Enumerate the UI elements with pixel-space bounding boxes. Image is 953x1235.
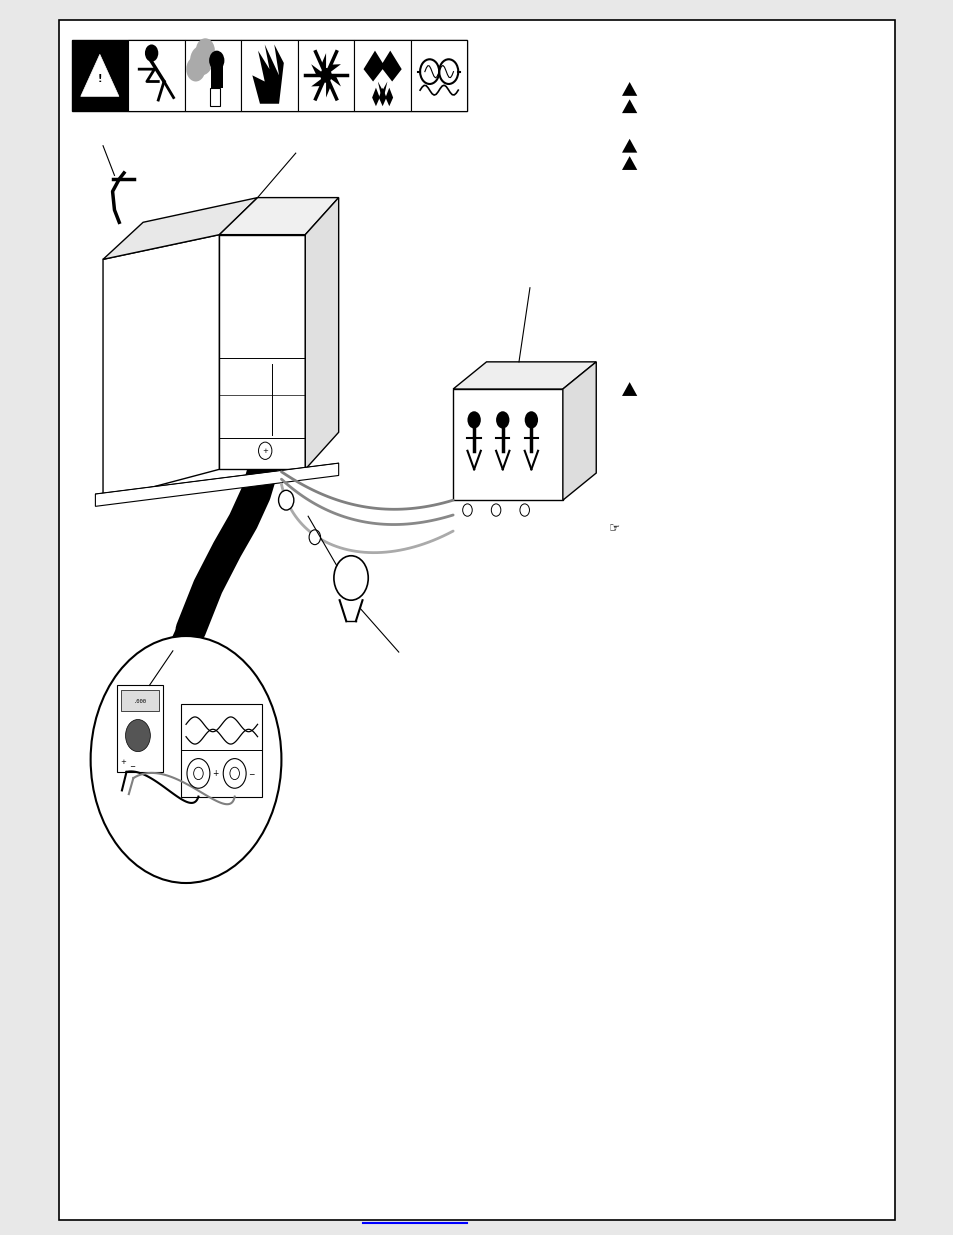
Circle shape: [230, 767, 239, 779]
Polygon shape: [95, 463, 338, 506]
Polygon shape: [103, 235, 219, 500]
Polygon shape: [621, 382, 637, 396]
Text: +: +: [262, 448, 268, 453]
Polygon shape: [252, 44, 283, 104]
Circle shape: [309, 530, 320, 545]
FancyBboxPatch shape: [211, 61, 223, 88]
Circle shape: [145, 44, 158, 62]
Polygon shape: [311, 64, 326, 75]
FancyBboxPatch shape: [297, 40, 354, 111]
Polygon shape: [621, 156, 637, 170]
Circle shape: [320, 68, 332, 83]
Polygon shape: [562, 362, 596, 500]
Polygon shape: [326, 64, 340, 75]
Circle shape: [193, 767, 203, 779]
Circle shape: [496, 411, 509, 429]
Polygon shape: [321, 53, 326, 75]
Text: .000: .000: [133, 699, 147, 704]
Text: ─: ─: [250, 769, 253, 778]
Polygon shape: [363, 51, 401, 82]
Polygon shape: [81, 54, 119, 96]
Polygon shape: [453, 389, 562, 500]
FancyBboxPatch shape: [128, 40, 185, 111]
Circle shape: [258, 442, 272, 459]
Polygon shape: [326, 75, 340, 86]
Polygon shape: [305, 198, 338, 469]
FancyBboxPatch shape: [121, 690, 159, 711]
Circle shape: [126, 720, 151, 752]
FancyBboxPatch shape: [117, 685, 163, 772]
Polygon shape: [453, 362, 596, 389]
Circle shape: [278, 490, 294, 510]
Circle shape: [334, 556, 368, 600]
Polygon shape: [385, 88, 393, 106]
Polygon shape: [326, 75, 331, 98]
FancyBboxPatch shape: [181, 704, 262, 797]
Polygon shape: [311, 75, 326, 86]
Circle shape: [223, 758, 246, 788]
Polygon shape: [621, 99, 637, 114]
FancyBboxPatch shape: [354, 40, 411, 111]
Text: +: +: [120, 760, 126, 764]
Text: ─: ─: [131, 764, 134, 769]
Circle shape: [524, 411, 537, 429]
FancyBboxPatch shape: [71, 40, 467, 111]
Polygon shape: [621, 82, 637, 96]
Circle shape: [195, 38, 214, 63]
FancyBboxPatch shape: [71, 40, 128, 111]
Polygon shape: [219, 198, 338, 235]
Circle shape: [519, 504, 529, 516]
FancyBboxPatch shape: [59, 20, 894, 1220]
Circle shape: [462, 504, 472, 516]
FancyBboxPatch shape: [411, 40, 467, 111]
Circle shape: [491, 504, 500, 516]
Polygon shape: [621, 138, 637, 153]
FancyBboxPatch shape: [185, 40, 241, 111]
Text: !: !: [97, 74, 102, 84]
Polygon shape: [103, 198, 257, 259]
Polygon shape: [377, 82, 387, 103]
Text: ☞: ☞: [608, 522, 619, 535]
Circle shape: [467, 411, 480, 429]
Polygon shape: [378, 88, 386, 106]
Circle shape: [190, 46, 213, 75]
Circle shape: [186, 57, 205, 82]
Circle shape: [91, 636, 281, 883]
Circle shape: [187, 758, 210, 788]
Circle shape: [209, 51, 224, 70]
Polygon shape: [219, 235, 305, 469]
FancyBboxPatch shape: [241, 40, 297, 111]
Polygon shape: [372, 88, 379, 106]
Text: +: +: [213, 769, 218, 778]
